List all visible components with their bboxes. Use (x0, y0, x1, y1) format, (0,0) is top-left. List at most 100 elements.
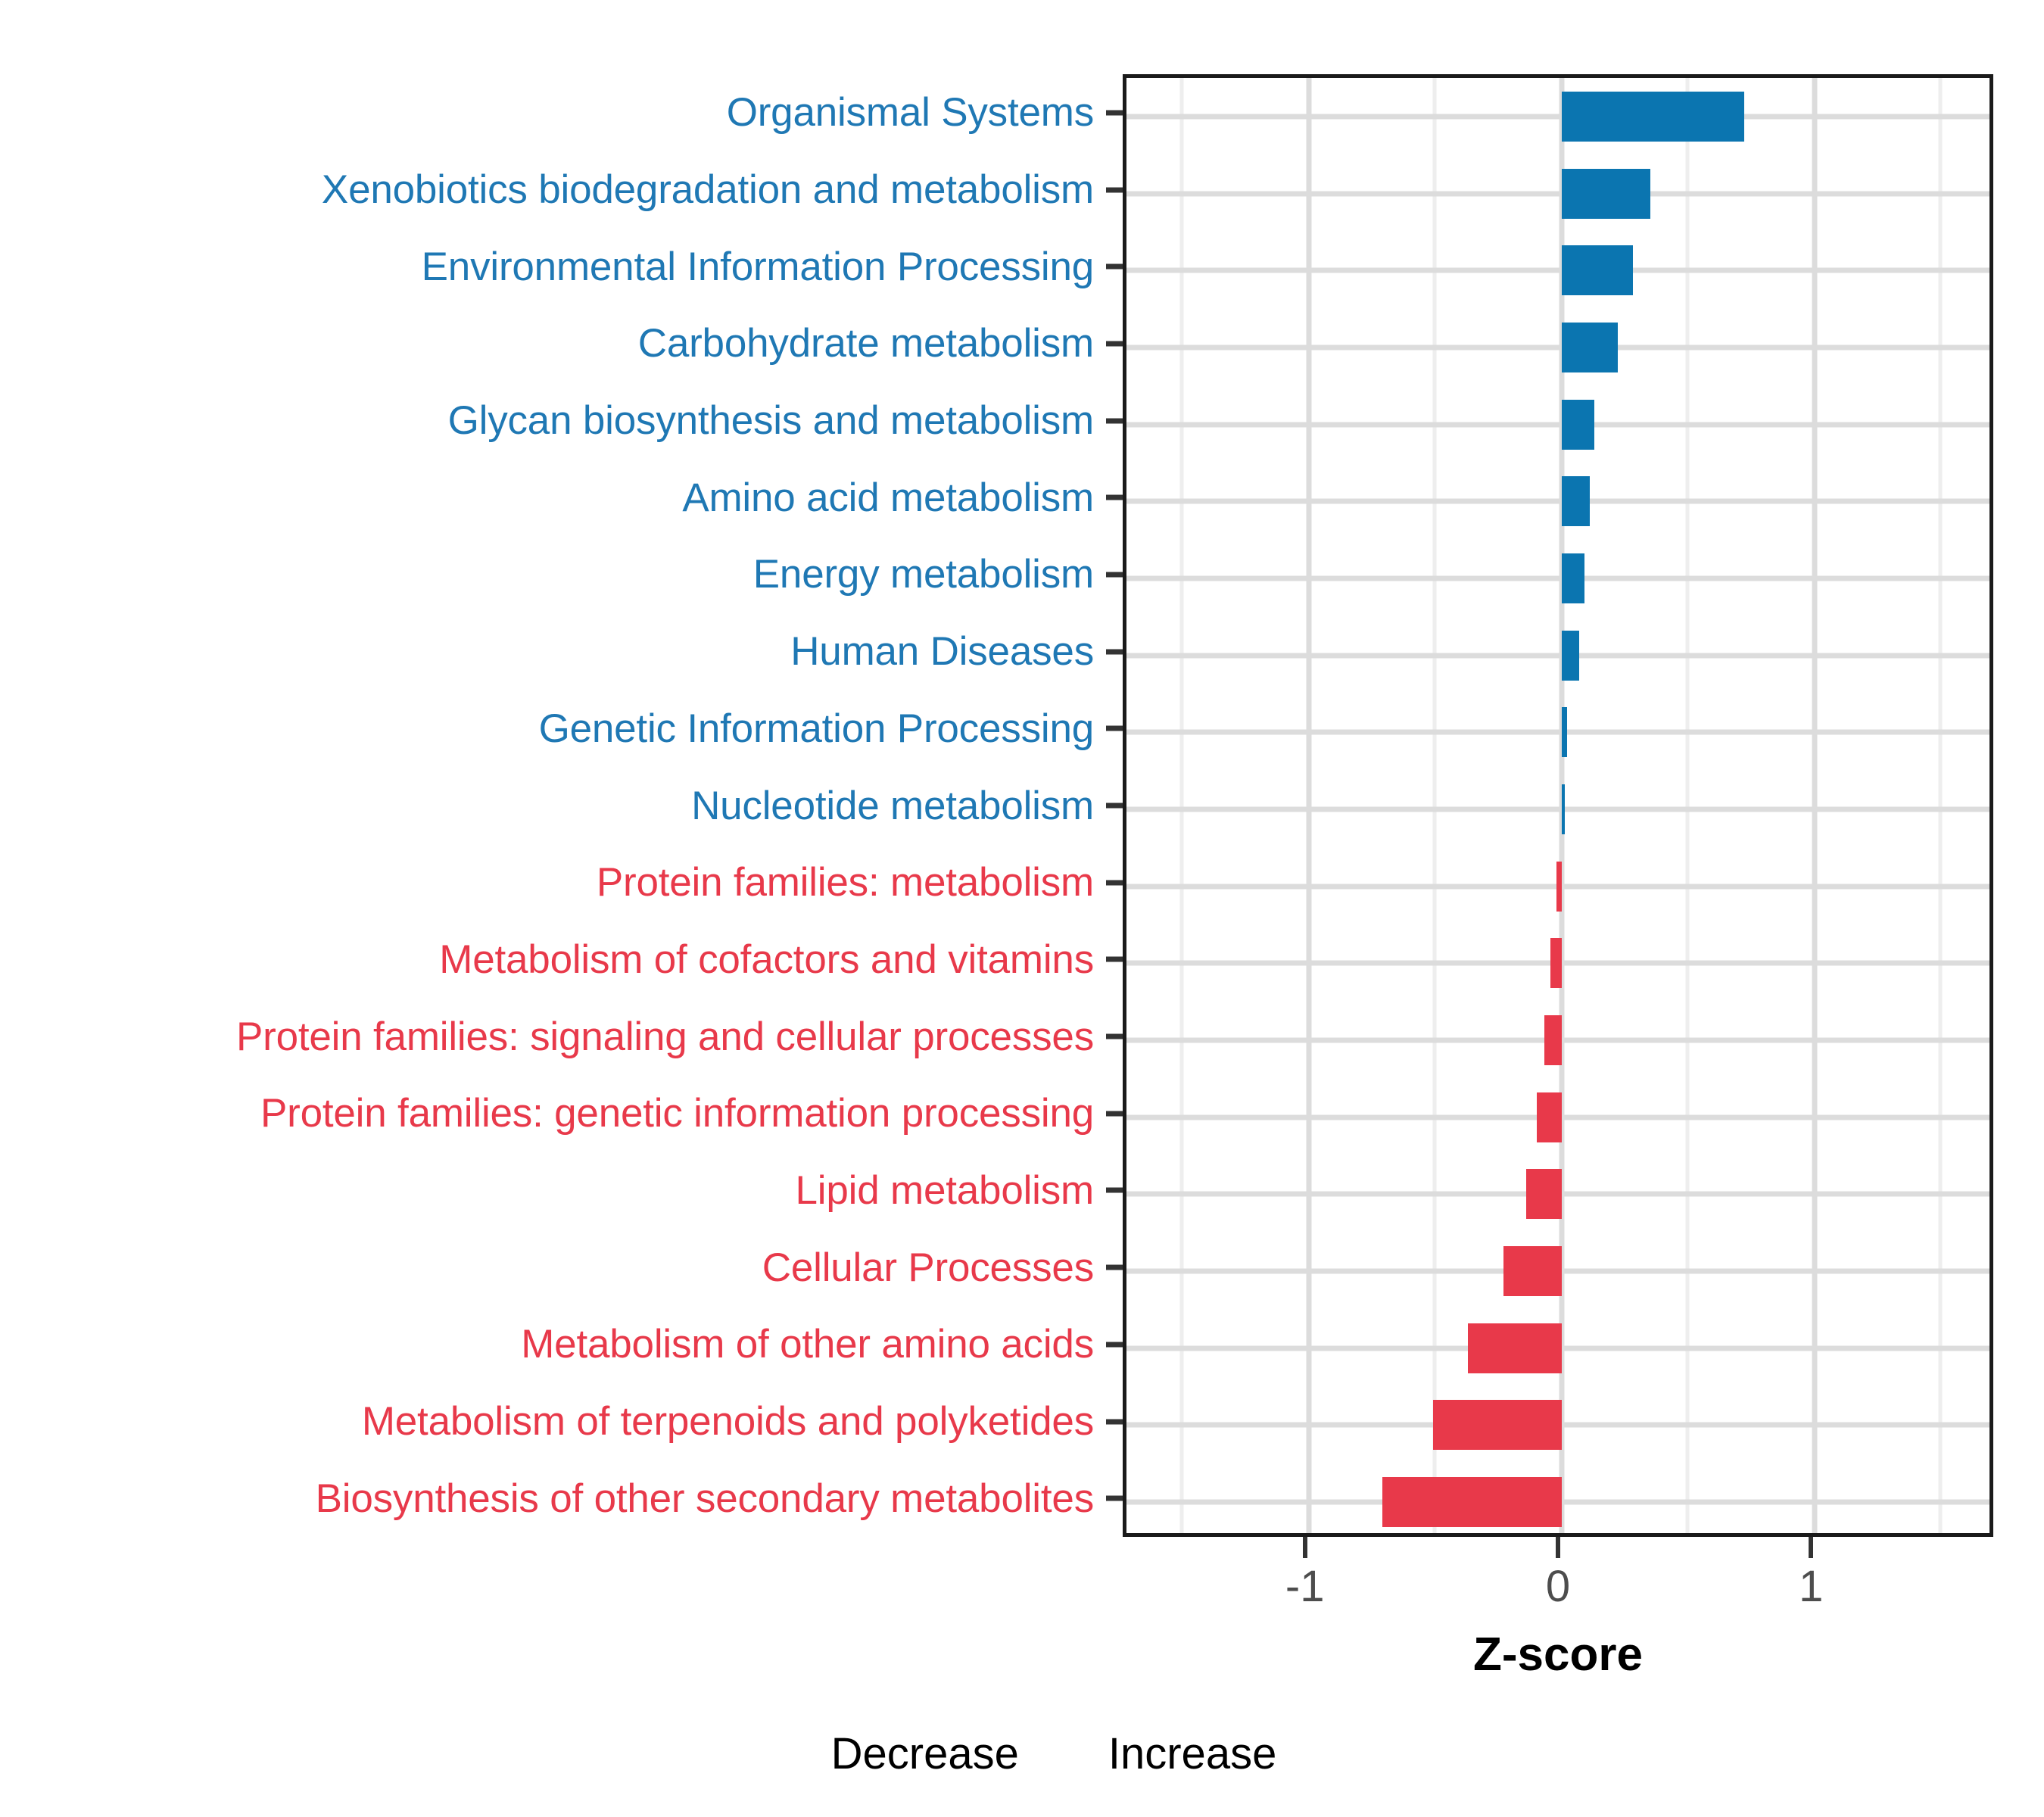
legend-swatch-decrease (768, 1726, 818, 1781)
y-axis-label-row: Energy metabolism (0, 536, 1101, 613)
bar[interactable] (1562, 707, 1567, 758)
y-tick-mark (1106, 418, 1123, 424)
y-axis-label-row: Carbohydrate metabolism (0, 305, 1101, 382)
y-tick-mark (1106, 1111, 1123, 1117)
bar[interactable] (1468, 1323, 1562, 1373)
category-label: Organismal Systems (726, 90, 1095, 136)
vertical-minor-gridline (1685, 78, 1690, 1533)
legend-item[interactable]: Decrease (768, 1726, 1019, 1781)
horizontal-gridline (1126, 422, 1989, 428)
y-tick-row (1101, 1306, 1123, 1383)
category-label: Protein families: genetic information pr… (260, 1091, 1094, 1136)
y-axis-label-row: Metabolism of other amino acids (0, 1306, 1101, 1383)
y-tick-mark (1106, 187, 1123, 193)
bar[interactable] (1432, 1400, 1562, 1451)
y-tick-mark (1106, 1187, 1123, 1193)
y-axis-label-row: Metabolism of terpenoids and polyketides (0, 1383, 1101, 1460)
y-tick-row (1101, 921, 1123, 999)
y-axis-label-row: Biosynthesis of other secondary metaboli… (0, 1460, 1101, 1537)
category-label: Metabolism of cofactors and vitamins (439, 937, 1094, 982)
bar[interactable] (1536, 1092, 1562, 1142)
y-axis-label-row: Protein families: signaling and cellular… (0, 998, 1101, 1075)
x-tick-label: -1 (1285, 1562, 1325, 1611)
horizontal-gridline (1126, 806, 1989, 812)
category-label: Nucleotide metabolism (691, 783, 1094, 828)
y-tick-mark (1106, 572, 1123, 578)
y-tick-row (1101, 536, 1123, 613)
category-label: Carbohydrate metabolism (637, 321, 1094, 366)
bar[interactable] (1562, 399, 1595, 450)
bar[interactable] (1382, 1477, 1562, 1528)
y-tick-mark (1106, 1419, 1123, 1425)
category-label: Glycan biosynthesis and metabolism (447, 398, 1095, 444)
vertical-gridline (1812, 78, 1818, 1533)
bar[interactable] (1544, 1015, 1562, 1066)
y-tick-mark (1106, 1033, 1123, 1039)
category-label: Human Diseases (790, 629, 1094, 675)
y-axis-tick-marks (1101, 74, 1123, 1537)
x-tick-mark (1809, 1537, 1814, 1558)
y-tick-row (1101, 998, 1123, 1075)
y-tick-row (1101, 844, 1123, 921)
bar[interactable] (1562, 168, 1650, 219)
legend-swatch-increase (1045, 1726, 1095, 1781)
y-tick-row (1101, 459, 1123, 536)
y-tick-row (1101, 690, 1123, 768)
bar[interactable] (1562, 91, 1744, 142)
bar[interactable] (1562, 476, 1590, 527)
horizontal-gridline (1126, 191, 1989, 197)
horizontal-gridline (1126, 114, 1989, 120)
panel-inner (1126, 78, 1989, 1533)
y-axis-label-row: Lipid metabolism (0, 1152, 1101, 1230)
bar[interactable] (1562, 245, 1633, 296)
x-axis: -1 0 1 (1123, 1537, 1993, 1658)
y-tick-mark (1106, 803, 1123, 809)
y-tick-row (1101, 74, 1123, 151)
category-label: Genetic Information Processing (538, 706, 1095, 751)
y-axis-label-row: Human Diseases (0, 613, 1101, 690)
bar[interactable] (1562, 784, 1566, 834)
category-label: Amino acid metabolism (682, 475, 1094, 520)
y-axis-label-row: Cellular Processes (0, 1229, 1101, 1306)
y-tick-row (1101, 228, 1123, 305)
horizontal-gridline (1126, 729, 1989, 735)
y-tick-mark (1106, 649, 1123, 655)
y-axis-label-row: Environmental Information Processing (0, 228, 1101, 305)
bar[interactable] (1526, 1169, 1562, 1220)
bar[interactable] (1562, 630, 1580, 681)
bar[interactable] (1550, 938, 1562, 989)
horizontal-gridline (1126, 344, 1989, 351)
category-label: Lipid metabolism (795, 1167, 1095, 1213)
horizontal-gridline (1126, 498, 1989, 504)
y-axis-label-row: Protein families: genetic information pr… (0, 1075, 1101, 1152)
vertical-minor-gridline (1938, 78, 1943, 1533)
vertical-minor-gridline (1179, 78, 1184, 1533)
legend-label: Increase (1108, 1728, 1277, 1778)
category-label: Cellular Processes (762, 1245, 1094, 1290)
chart-panel (1123, 74, 1993, 1537)
legend-item[interactable]: Increase (1045, 1726, 1276, 1781)
y-tick-row (1101, 1075, 1123, 1152)
horizontal-gridline (1126, 653, 1989, 659)
bar[interactable] (1503, 1246, 1562, 1297)
y-tick-mark (1106, 1495, 1123, 1501)
y-tick-row (1101, 1229, 1123, 1306)
horizontal-gridline (1126, 575, 1989, 581)
horizontal-gridline (1126, 267, 1989, 273)
y-tick-row (1101, 767, 1123, 844)
category-label: Metabolism of terpenoids and polyketides (361, 1399, 1094, 1445)
bar[interactable] (1556, 861, 1562, 912)
category-label: Environmental Information Processing (421, 244, 1095, 289)
y-tick-row (1101, 1152, 1123, 1230)
y-axis-label-row: Protein families: metabolism (0, 844, 1101, 921)
y-tick-mark (1106, 1264, 1123, 1270)
y-axis-label-row: Xenobiotics biodegradation and metabolis… (0, 151, 1101, 229)
bar[interactable] (1562, 322, 1618, 372)
y-tick-mark (1106, 110, 1123, 116)
vertical-gridline (1306, 78, 1312, 1533)
y-axis-label-row: Glycan biosynthesis and metabolism (0, 382, 1101, 460)
y-tick-row (1101, 613, 1123, 690)
bar[interactable] (1562, 553, 1585, 603)
category-label: Protein families: metabolism (596, 860, 1094, 905)
